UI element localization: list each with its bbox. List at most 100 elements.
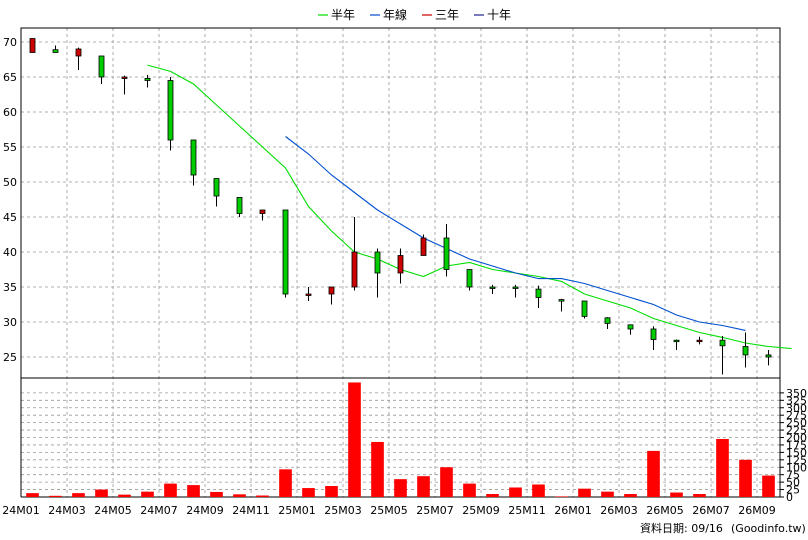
volume-tick-label: 0 — [786, 491, 793, 504]
legend-item-1: 年線 — [370, 7, 407, 22]
x-tick-label: 24M03 — [48, 504, 86, 517]
x-tick-label: 26M05 — [646, 504, 684, 517]
candle — [144, 74, 151, 88]
volume-bar — [233, 494, 246, 497]
volume-bar — [463, 483, 476, 497]
candle — [742, 332, 749, 368]
volume-bar — [693, 494, 706, 497]
volume-bar — [578, 488, 591, 497]
volume-tick-label: 325 — [786, 394, 807, 407]
price-tick-label: 35 — [3, 281, 17, 294]
candle — [581, 300, 588, 319]
volume-bar — [486, 494, 499, 497]
candle — [236, 196, 243, 217]
price-tick-label: 60 — [3, 106, 17, 119]
legend-label-1: 年線 — [383, 7, 407, 22]
volume-bar — [72, 493, 85, 497]
price-tick-label: 25 — [3, 351, 17, 364]
legend-label-2: 三年 — [435, 8, 459, 22]
volume-bar — [555, 496, 568, 497]
x-tick-label: 24M07 — [140, 504, 178, 517]
price-tick-label: 65 — [3, 71, 17, 84]
x-tick-label: 24M05 — [94, 504, 132, 517]
x-tick-label: 24M01 — [2, 504, 40, 517]
price-tick-label: 55 — [3, 141, 17, 154]
volume-bar — [371, 441, 384, 497]
x-tick-label: 26M01 — [554, 504, 592, 517]
volume-bar — [187, 485, 200, 497]
candle — [397, 248, 404, 284]
volume-bar — [394, 479, 407, 497]
volume-bar — [210, 491, 223, 497]
volume-tick-label: 25 — [786, 484, 800, 497]
candle — [98, 55, 105, 84]
x-tick-label: 26M03 — [600, 504, 638, 517]
price-tick-label: 40 — [3, 246, 17, 259]
legend-item-3: 十年 — [474, 8, 511, 22]
candle — [121, 75, 128, 95]
volume-bar — [302, 488, 315, 497]
x-axis: 24M01 24M03 24M05 24M07 24M09 24M11 25M01 25M03… — [2, 504, 776, 517]
volume-bar — [95, 489, 108, 497]
volume-bar — [325, 485, 338, 497]
candle — [673, 339, 680, 350]
candle — [75, 47, 82, 70]
volume-bar — [440, 467, 453, 497]
candle — [259, 209, 266, 221]
candle — [420, 234, 427, 256]
price-panel: 25 30 35 40 45 50 55 60 65 70 — [3, 27, 792, 497]
candle — [190, 139, 197, 186]
volume-bar — [49, 495, 62, 497]
volume-bar — [762, 475, 775, 497]
candle — [627, 324, 634, 335]
volume-tick-label: 350 — [786, 387, 807, 400]
volume-bar — [141, 491, 154, 497]
candle — [512, 284, 519, 298]
candle — [765, 350, 772, 366]
volume-bar — [348, 382, 361, 497]
volume-tick-label: 175 — [786, 439, 807, 452]
candle — [604, 317, 611, 329]
x-tick-label: 25M09 — [462, 504, 500, 517]
price-tick-label: 70 — [3, 36, 17, 49]
candle — [443, 224, 450, 277]
x-tick-label: 26M09 — [738, 504, 776, 517]
volume-bar — [164, 483, 177, 497]
candle — [489, 284, 496, 294]
candle — [535, 285, 542, 308]
x-tick-label: 25M11 — [508, 504, 546, 517]
candle — [351, 217, 358, 291]
volume-bar — [509, 487, 522, 497]
volume-tick-label: 75 — [786, 469, 800, 482]
candle — [213, 178, 220, 207]
x-tick-label: 25M01 — [278, 504, 316, 517]
data-date-label: 資料日期: 09/16 — [640, 521, 723, 535]
ma-line-1 — [285, 136, 746, 331]
candle — [558, 298, 565, 312]
candle — [650, 326, 657, 350]
price-tick-label: 50 — [3, 176, 17, 189]
volume-bar — [256, 495, 269, 497]
volume-tick-label: 200 — [786, 432, 807, 445]
x-tick-label: 24M09 — [186, 504, 224, 517]
volume-tick-label: 225 — [786, 424, 807, 437]
candle — [696, 336, 703, 345]
candle — [466, 269, 473, 291]
data-source-label: (Goodinfo.tw) — [731, 522, 806, 535]
price-tick-label: 30 — [3, 316, 17, 329]
x-tick-label: 24M11 — [232, 504, 270, 517]
x-tick-label: 25M07 — [416, 504, 454, 517]
volume-bar — [417, 476, 430, 497]
chart-legend: 半年 年線 三年 十年 — [318, 7, 511, 22]
candle — [52, 45, 59, 53]
x-tick-label: 25M05 — [370, 504, 408, 517]
legend-item-0: 半年 — [318, 8, 355, 22]
volume-tick-label: 50 — [786, 476, 800, 489]
candle — [328, 286, 335, 305]
volume-bar — [716, 438, 729, 497]
candle — [282, 209, 289, 298]
candle — [29, 38, 36, 53]
x-tick-label: 26M07 — [692, 504, 730, 517]
